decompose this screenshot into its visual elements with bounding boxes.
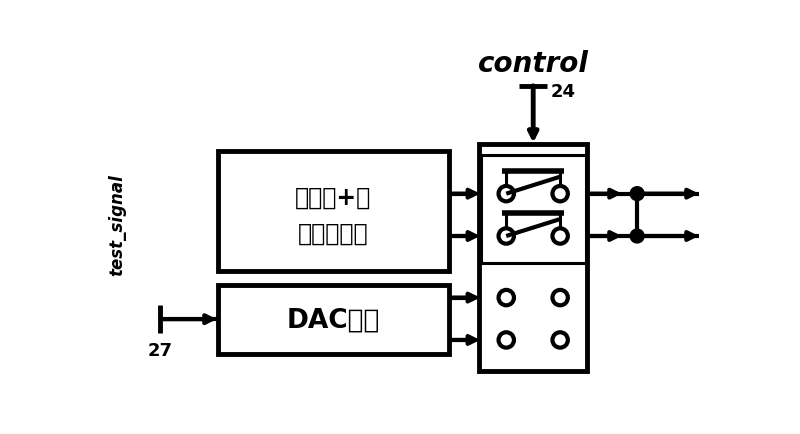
Bar — [481, 156, 586, 263]
Bar — [218, 152, 449, 271]
Text: test_signal: test_signal — [109, 174, 126, 276]
Circle shape — [553, 187, 568, 202]
Text: 24: 24 — [550, 83, 575, 101]
Circle shape — [553, 290, 568, 306]
Circle shape — [498, 229, 514, 244]
Circle shape — [553, 229, 568, 244]
Text: 传感器+前: 传感器+前 — [295, 185, 371, 209]
Text: DAC电路: DAC电路 — [286, 306, 380, 332]
Circle shape — [630, 187, 644, 201]
Text: 置放大电路: 置放大电路 — [298, 221, 368, 245]
Bar — [479, 144, 587, 371]
Text: 27: 27 — [147, 341, 172, 359]
Circle shape — [498, 332, 514, 348]
Text: control: control — [478, 49, 589, 78]
Circle shape — [498, 290, 514, 306]
Circle shape — [630, 230, 644, 243]
Circle shape — [498, 187, 514, 202]
Circle shape — [553, 332, 568, 348]
Bar — [218, 285, 449, 354]
